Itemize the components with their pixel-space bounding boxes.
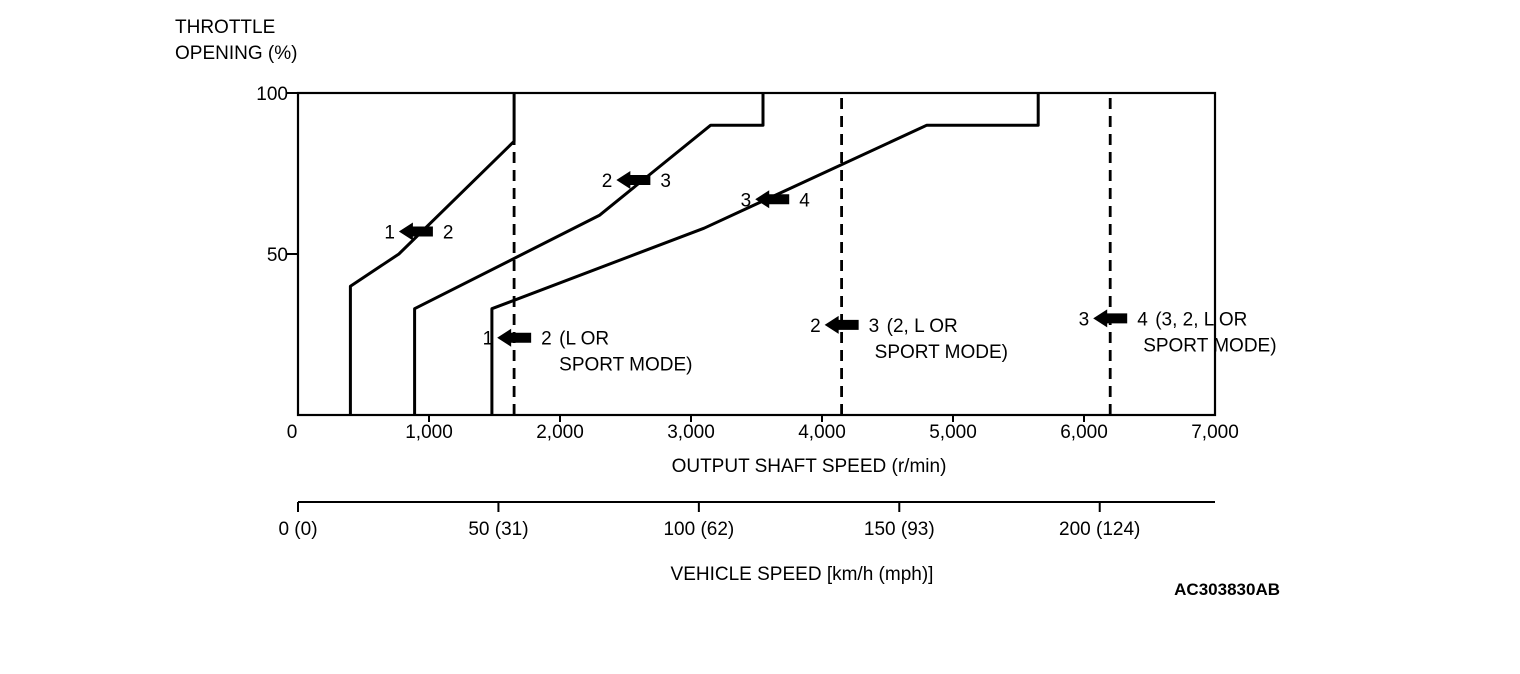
- x-axis-label: OUTPUT SHAFT SPEED (r/min): [672, 456, 947, 477]
- shift-lines: [348, 93, 1112, 415]
- vehicle-speed-axis: 0 (0) 50 (31) 100 (62) 150 (93) 200 (124): [278, 502, 1140, 540]
- vehicle-speed-tick-label: 100 (62): [663, 519, 734, 540]
- shift-from-label: 1: [384, 222, 395, 243]
- shift-mode-note: (3, 2, L OR: [1155, 309, 1247, 330]
- x-tick-label: 7,000: [1191, 422, 1239, 443]
- vehicle-speed-tick-label: 150 (93): [864, 519, 935, 540]
- vehicle-speed-tick-label: 200 (124): [1059, 519, 1140, 540]
- x-tick-label: 1,000: [405, 422, 453, 443]
- y-axis-label-line2: OPENING (%): [175, 43, 297, 64]
- shift-mode-note: SPORT MODE): [1143, 335, 1276, 356]
- shift-arrow: [755, 190, 790, 209]
- shift-from-label: 1: [483, 329, 494, 350]
- shift-arrow: [616, 170, 651, 189]
- shift-line-3-4: [490, 93, 1040, 415]
- shift-labels: 1 2 2 3 3 4 1 2 (L OR SPORT MODE) 2 3 (2, L OR SPORT …: [384, 170, 1277, 376]
- shift-arrow: [1093, 309, 1128, 328]
- x-tick-label: 4,000: [798, 422, 846, 443]
- shift-to-label: 2: [443, 222, 454, 243]
- shift-to-label: 2: [541, 329, 552, 350]
- shift-to-label: 4: [799, 190, 810, 211]
- figure-code: AC303830AB: [1174, 580, 1280, 599]
- y-axis-label-line1: THROTTLE: [175, 17, 275, 38]
- shift-to-label: 4: [1137, 309, 1148, 330]
- shift-to-label: 3: [660, 171, 671, 192]
- shift-arrow: [824, 315, 859, 334]
- shift-from-label: 3: [741, 190, 752, 211]
- shift-line-1-2: [348, 93, 516, 415]
- y-axis: 50 100: [256, 84, 298, 266]
- x-tick-label: 3,000: [667, 422, 715, 443]
- shift-arrow: [497, 328, 532, 347]
- shift-mode-note: (2, L OR: [887, 316, 958, 337]
- x-axis: 0 1,000 2,000 3,000 4,000 5,000 6,000 7,000: [287, 415, 1239, 443]
- x-tick-label: 6,000: [1060, 422, 1108, 443]
- y-tick-label: 50: [267, 245, 288, 266]
- vehicle-speed-tick-label: 0 (0): [278, 519, 317, 540]
- x-tick-label: 0: [287, 422, 298, 443]
- x-tick-label: 2,000: [536, 422, 584, 443]
- shift-mode-note: SPORT MODE): [559, 355, 692, 376]
- plot-frame: [296, 91, 1217, 417]
- y-tick-label: 100: [256, 84, 288, 105]
- shift-mode-note: SPORT MODE): [875, 342, 1008, 363]
- vehicle-speed-tick-label: 50 (31): [468, 519, 528, 540]
- shift-arrow: [398, 222, 433, 241]
- shift-from-label: 3: [1079, 309, 1090, 330]
- shift-mode-note: (L OR: [559, 329, 609, 350]
- shift-to-label: 3: [869, 316, 880, 337]
- x-tick-label: 5,000: [929, 422, 977, 443]
- vehicle-speed-axis-label: VEHICLE SPEED [km/h (mph)]: [671, 564, 934, 585]
- shift-line-2-3: [413, 93, 765, 415]
- shift-from-label: 2: [602, 171, 613, 192]
- shift-from-label: 2: [810, 316, 821, 337]
